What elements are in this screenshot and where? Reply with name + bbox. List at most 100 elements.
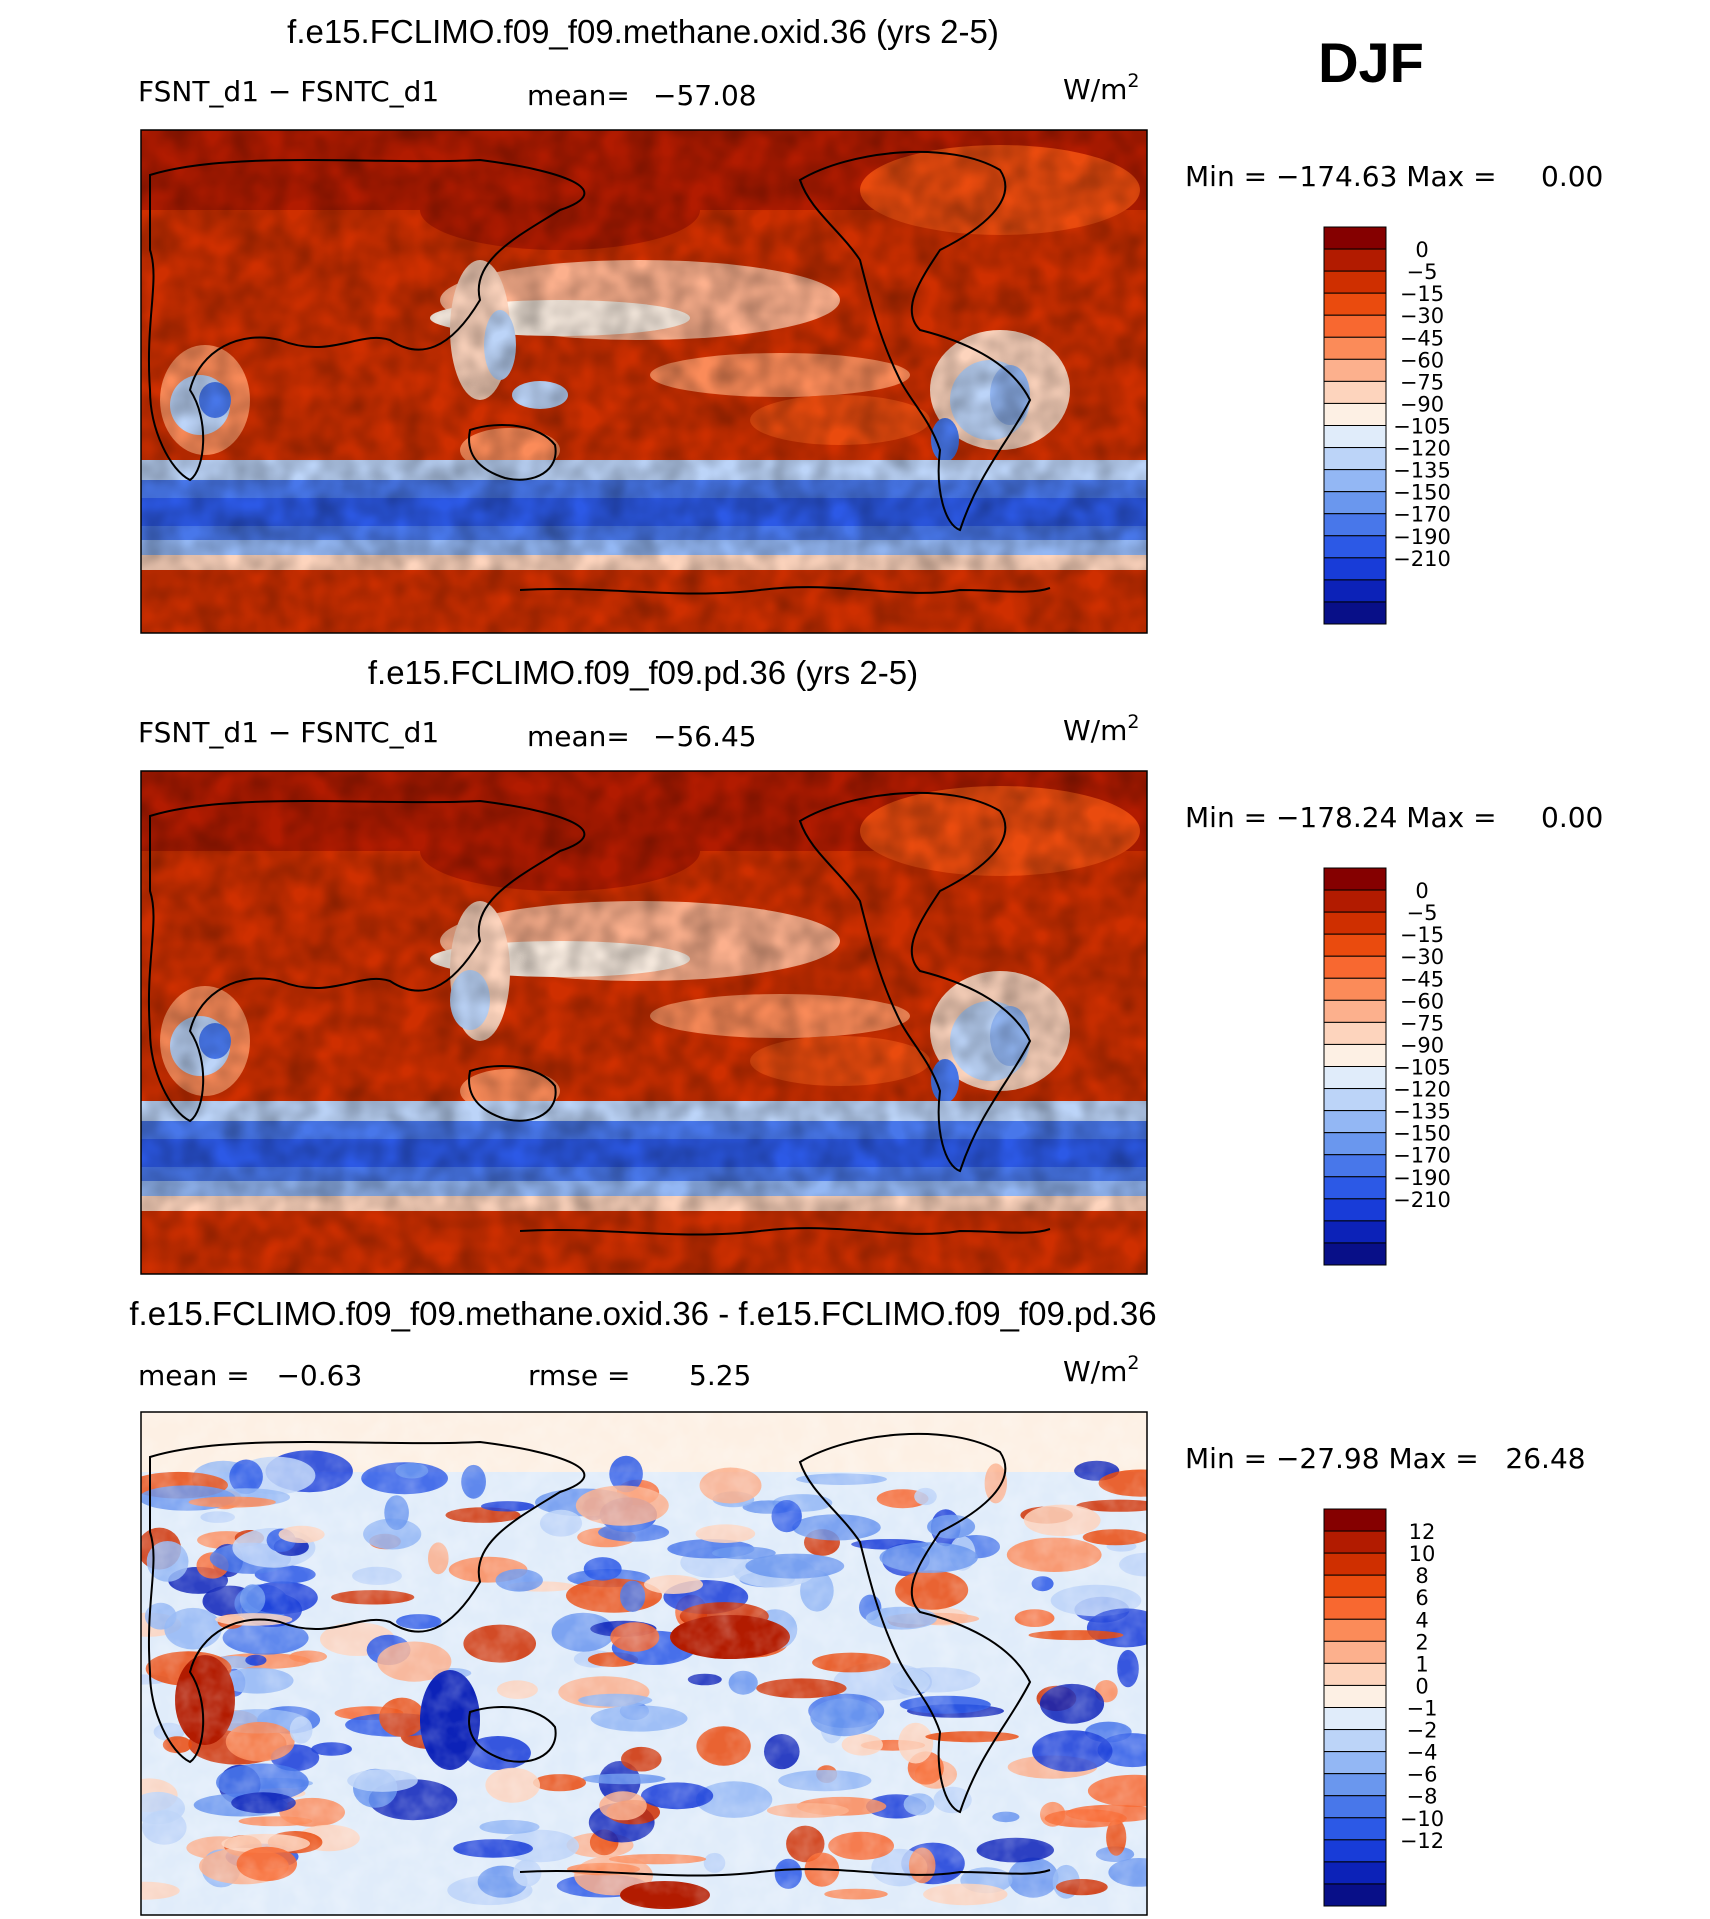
panel-3-colorbar-label: −12 xyxy=(1400,1829,1444,1853)
panel-2-colorbar-label: −45 xyxy=(1400,967,1444,991)
panel-3-colorbar-label: −8 xyxy=(1407,1785,1438,1809)
panel-3-colorbar-label: 2 xyxy=(1415,1630,1428,1654)
panel-3-colorbar-box xyxy=(1323,1839,1387,1863)
panel-1-colorbar-label: −135 xyxy=(1393,459,1451,483)
panel-3-colorbar-label: 12 xyxy=(1409,1520,1436,1544)
panel-1-colorbar-box xyxy=(1323,380,1387,404)
panel-2-colorbar-label: −60 xyxy=(1400,989,1444,1013)
panel-1-colorbar-box xyxy=(1323,469,1387,493)
panel-3-colorbar-box xyxy=(1323,1618,1387,1642)
panel-2-units: W/m2 xyxy=(1063,711,1140,747)
panel-1-colorbar-label: −150 xyxy=(1393,481,1451,505)
panel-2-title: f.e15.FCLIMO.f09_f09.pd.36 (yrs 2-5) xyxy=(368,654,918,691)
panel-difference: f.e15.FCLIMO.f09_f09.methane.oxid.36 - f… xyxy=(129,1295,1586,1916)
panel-2-colorbar-box xyxy=(1323,1021,1387,1045)
panel-1-colorbar-label: 0 xyxy=(1415,238,1428,262)
panel-1-title: f.e15.FCLIMO.f09_f09.methane.oxid.36 (yr… xyxy=(287,13,999,50)
panel-3-colorbar-box xyxy=(1323,1729,1387,1753)
panel-1-colorbar-box xyxy=(1323,535,1387,559)
season-label: DJF xyxy=(1318,31,1424,94)
panel-pd: f.e15.FCLIMO.f09_f09.pd.36 (yrs 2-5) FSN… xyxy=(138,654,1603,1275)
panel-3-colorbar-label: 1 xyxy=(1415,1652,1428,1676)
panel-3-colorbar-label: 10 xyxy=(1409,1542,1436,1566)
panel-2-colorbar-label: −135 xyxy=(1393,1100,1451,1124)
panel-1-colorbar-box xyxy=(1323,314,1387,338)
panel-1-units: W/m2 xyxy=(1063,70,1140,106)
panel-2-colorbar-label: −105 xyxy=(1393,1056,1451,1080)
panel-1-colorbar-label: −15 xyxy=(1400,282,1444,306)
panel-3-mean-label: mean = −0.63 xyxy=(138,1359,362,1392)
panel-2-colorbar-label: 0 xyxy=(1415,879,1428,903)
panel-3-map xyxy=(141,1412,1147,1915)
panel-1-colorbar: 0−5−15−30−45−60−75−90−105−120−135−150−17… xyxy=(1323,226,1451,625)
panel-2-colorbar-box xyxy=(1323,889,1387,913)
panel-2-colorbar-label: −75 xyxy=(1400,1011,1444,1035)
panel-1-colorbar-label: −30 xyxy=(1400,304,1444,328)
panel-1-colorbar-box xyxy=(1323,557,1387,581)
panel-3-rmse-label: rmse = xyxy=(528,1359,630,1392)
panel-1-colorbar-label: −170 xyxy=(1393,503,1451,527)
panel-2-colorbar-label: −90 xyxy=(1400,1033,1444,1057)
panel-3-colorbar-box xyxy=(1323,1751,1387,1775)
panel-2-colorbar-label: −150 xyxy=(1393,1122,1451,1146)
panel-3-colorbar-box xyxy=(1323,1773,1387,1797)
panel-2-colorbar-box xyxy=(1323,867,1387,891)
panel-2-mean-label: mean= xyxy=(527,720,630,753)
panel-1-colorbar-box xyxy=(1323,402,1387,427)
panel-1-map xyxy=(141,130,1147,633)
panel-2-colorbar-box xyxy=(1323,1176,1387,1200)
panel-1-mean-label: mean= xyxy=(527,79,630,112)
panel-3-colorbar-box xyxy=(1323,1684,1387,1709)
panel-3-colorbar-box xyxy=(1323,1574,1387,1598)
panel-1-colorbar-box xyxy=(1323,447,1387,471)
panel-3-colorbar-box xyxy=(1323,1530,1387,1554)
panel-1-colorbar-label: −190 xyxy=(1393,525,1451,549)
panel-3-colorbar-label: −2 xyxy=(1407,1719,1438,1743)
panel-2-colorbar-box xyxy=(1323,1242,1387,1266)
panel-1-colorbar-box xyxy=(1323,336,1387,360)
panel-2-min-max: Min = −178.24 Max = 0.00 xyxy=(1185,801,1603,834)
panel-2-colorbar-label: −30 xyxy=(1400,945,1444,969)
panel-3-colorbar-box xyxy=(1323,1552,1387,1576)
panel-1-colorbar-label: −90 xyxy=(1400,392,1444,416)
panel-3-colorbar-box xyxy=(1323,1508,1387,1532)
panel-1-colorbar-label: −120 xyxy=(1393,437,1451,461)
panel-1-colorbar-box xyxy=(1323,491,1387,515)
panel-1-colorbar-box xyxy=(1323,292,1387,316)
panel-1-colorbar-box xyxy=(1323,248,1387,272)
panel-3-colorbar-box xyxy=(1323,1707,1387,1731)
panel-3-colorbar-box xyxy=(1323,1662,1387,1686)
panel-1-colorbar-label: −75 xyxy=(1400,370,1444,394)
panel-3-colorbar-box xyxy=(1323,1640,1387,1664)
panel-1-colorbar-label: −105 xyxy=(1393,415,1451,439)
panel-3-colorbar-box xyxy=(1323,1817,1387,1841)
panel-2-colorbar-box xyxy=(1323,1198,1387,1222)
panel-2-colorbar-label: −170 xyxy=(1393,1144,1451,1168)
panel-3-colorbar-label: −1 xyxy=(1407,1697,1438,1721)
panel-2-map xyxy=(141,771,1147,1274)
panel-methane-oxid: f.e15.FCLIMO.f09_f09.methane.oxid.36 (yr… xyxy=(138,13,1603,634)
panel-3-rmse-value: 5.25 xyxy=(689,1359,751,1392)
panel-2-colorbar-box xyxy=(1323,1110,1387,1134)
panel-3-colorbar-label: 4 xyxy=(1415,1608,1428,1632)
panel-1-variable-label: FSNT_d1 − FSNTC_d1 xyxy=(138,75,439,108)
panel-2-colorbar-box xyxy=(1323,1132,1387,1156)
panel-3-colorbar-box xyxy=(1323,1596,1387,1620)
panel-1-colorbar-label: −210 xyxy=(1393,547,1451,571)
panel-3-colorbar-label: 8 xyxy=(1415,1564,1428,1588)
panel-3-colorbar-label: 0 xyxy=(1415,1674,1428,1698)
panel-2-colorbar-box xyxy=(1323,999,1387,1023)
panel-2-colorbar-box xyxy=(1323,1043,1387,1068)
panel-1-colorbar-label: −60 xyxy=(1400,348,1444,372)
panel-3-colorbar-label: −10 xyxy=(1400,1807,1444,1831)
panel-1-mean-value: −57.08 xyxy=(653,79,757,112)
panel-2-colorbar-box xyxy=(1323,977,1387,1001)
panel-2-colorbar-box xyxy=(1323,911,1387,935)
panel-2-colorbar-box xyxy=(1323,1220,1387,1244)
panel-2-colorbar-label: −120 xyxy=(1393,1078,1451,1102)
panel-1-colorbar-box xyxy=(1323,226,1387,250)
panel-3-colorbar-box xyxy=(1323,1883,1387,1907)
panel-2-colorbar-label: −190 xyxy=(1393,1166,1451,1190)
